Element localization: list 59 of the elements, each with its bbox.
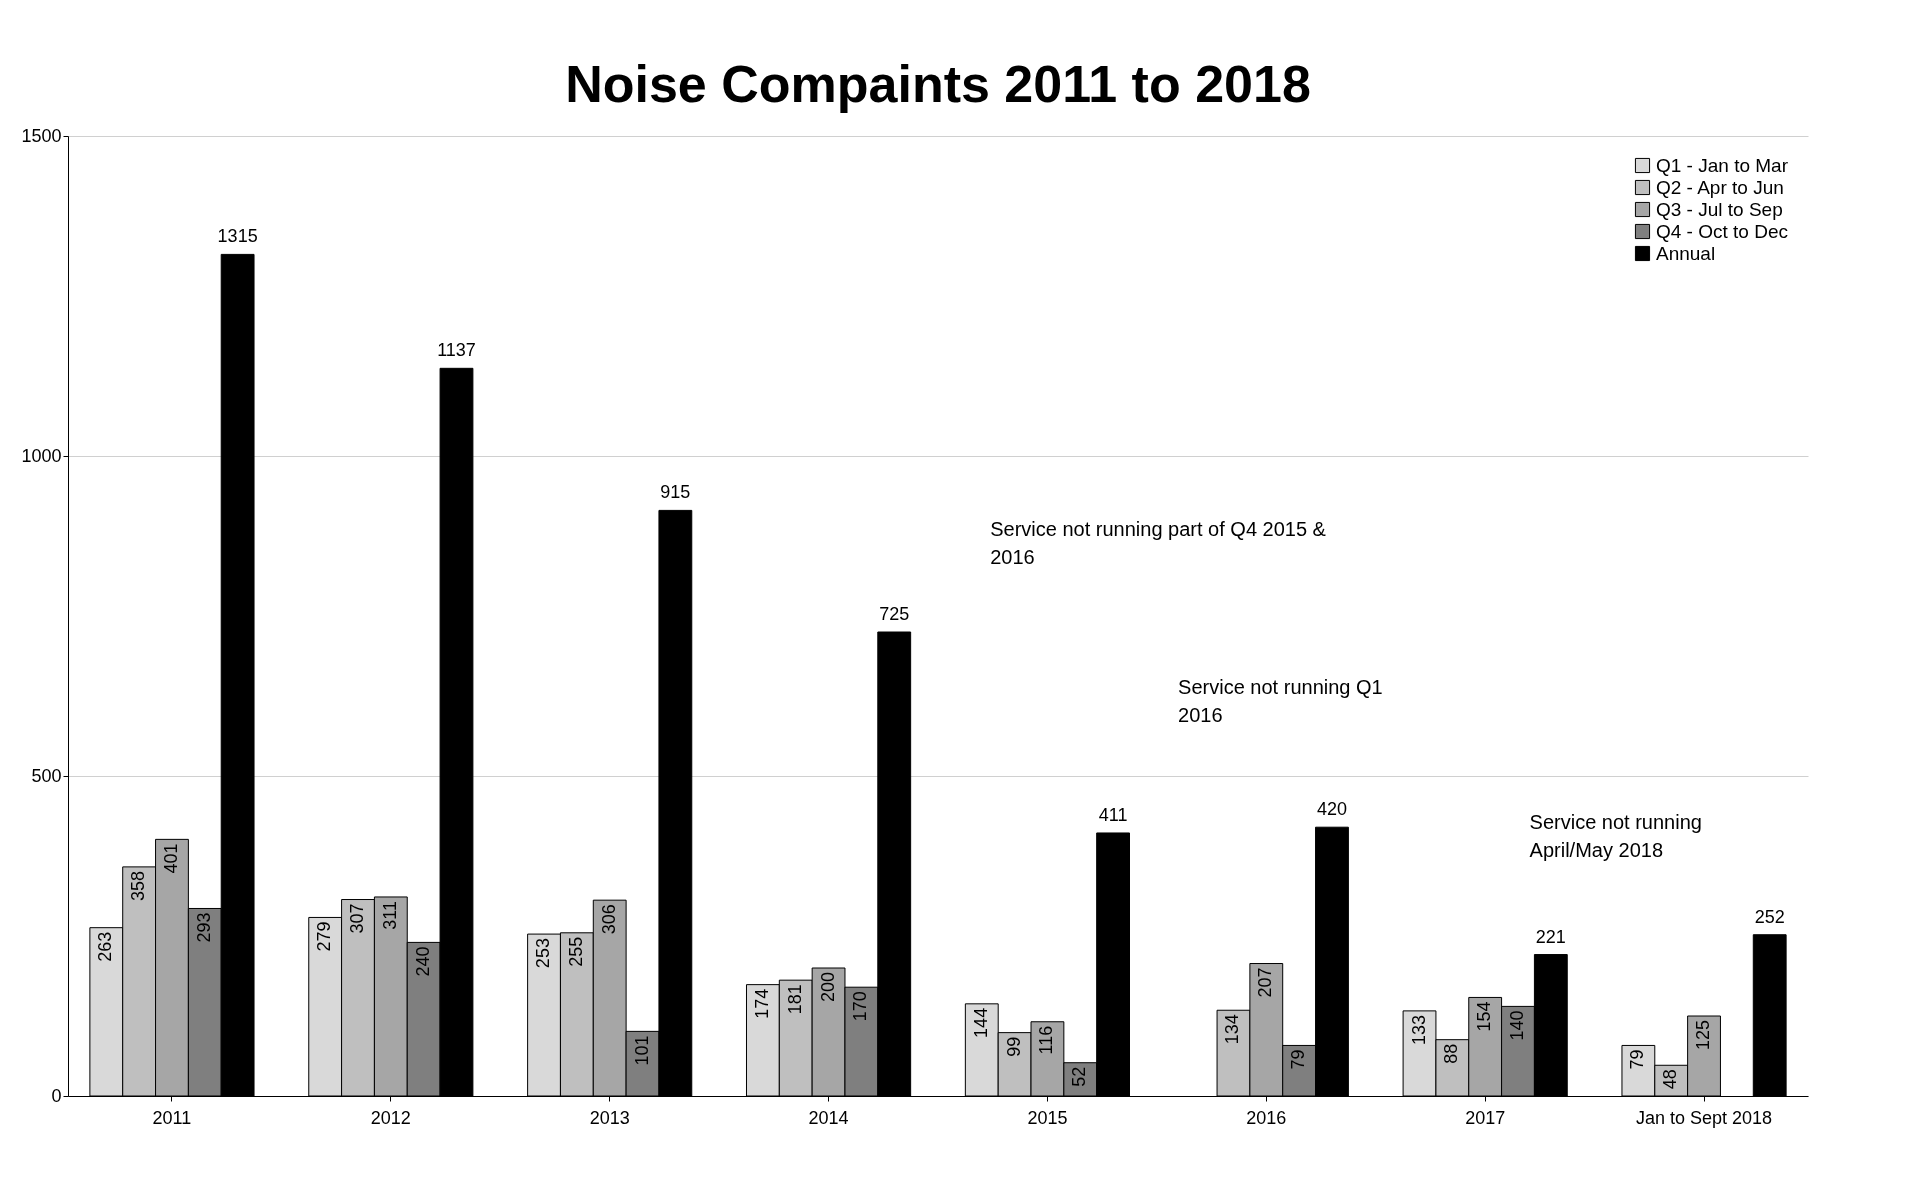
data-label: 52 — [1069, 1066, 1090, 1087]
x-tick-label: 2015 — [1027, 1107, 1068, 1128]
data-label: 133 — [1408, 1014, 1429, 1045]
y-tick-label: 0 — [51, 1085, 62, 1106]
x-tick-label: 2012 — [370, 1107, 411, 1128]
data-label: 207 — [1255, 967, 1276, 998]
data-label: 134 — [1222, 1014, 1243, 1045]
data-label: 307 — [347, 903, 367, 934]
data-label: 181 — [784, 984, 805, 1015]
data-label: 358 — [128, 870, 149, 901]
data-label: 306 — [598, 904, 619, 935]
data-label: 252 — [1754, 906, 1785, 927]
data-label: 401 — [160, 843, 181, 874]
data-label: 1315 — [217, 226, 258, 247]
data-label: 140 — [1507, 1010, 1527, 1041]
data-label: 48 — [1660, 1069, 1681, 1090]
y-tick-label: 1500 — [21, 125, 62, 146]
annotation: Service not running April/May 2018 — [1529, 810, 1702, 861]
data-label: 915 — [660, 482, 691, 503]
data-label: 116 — [1036, 1025, 1057, 1055]
legend-label: Q1 - Jan to Mar — [1656, 154, 1789, 176]
data-label: 99 — [1003, 1036, 1024, 1057]
data-label: 88 — [1441, 1043, 1462, 1064]
x-tick-label: 2014 — [808, 1107, 849, 1128]
legend-label: Q3 - Jul to Sep — [1656, 198, 1783, 220]
x-tick-label: 2011 — [152, 1107, 192, 1128]
data-label: 144 — [970, 1007, 991, 1038]
data-label: 170 — [850, 991, 871, 1022]
data-label: 101 — [631, 1035, 652, 1066]
annotation: Service not running part of Q4 2015 & 2016 — [990, 518, 1327, 568]
data-label: 263 — [95, 931, 116, 962]
data-label: 174 — [751, 988, 772, 1019]
data-label: 293 — [193, 912, 214, 943]
data-label: 200 — [817, 972, 838, 1003]
data-label: 725 — [879, 604, 910, 624]
legend-label: Annual — [1656, 242, 1716, 264]
data-label: 125 — [1693, 1020, 1714, 1051]
y-tick-label: 1000 — [21, 445, 62, 466]
legend-label: Q4 - Oct to Dec — [1656, 220, 1788, 242]
data-label: 240 — [412, 946, 433, 977]
data-label: 221 — [1535, 926, 1566, 947]
annotation: Service not running Q1 2016 — [1178, 676, 1383, 727]
data-label: 79 — [1627, 1049, 1648, 1070]
y-tick-label: 500 — [31, 765, 62, 786]
legend-label: Q2 - Apr to Jun — [1656, 176, 1784, 198]
data-label: 311 — [379, 900, 400, 930]
data-label: 1137 — [437, 340, 476, 361]
x-tick-label: 2017 — [1465, 1107, 1506, 1128]
data-label: 253 — [533, 938, 554, 969]
chart-title: Noise Compaints 2011 to 2018 — [565, 55, 1311, 113]
x-tick-label: 2013 — [589, 1107, 630, 1128]
x-tick-label: 2016 — [1246, 1107, 1287, 1128]
data-label: 154 — [1474, 1001, 1495, 1032]
data-label: 420 — [1316, 799, 1347, 820]
data-label: 411 — [1098, 804, 1128, 825]
data-label: 79 — [1288, 1049, 1309, 1070]
data-label: 279 — [314, 921, 335, 952]
data-label: 255 — [565, 936, 586, 967]
x-tick-label: Jan to Sept 2018 — [1635, 1107, 1773, 1128]
